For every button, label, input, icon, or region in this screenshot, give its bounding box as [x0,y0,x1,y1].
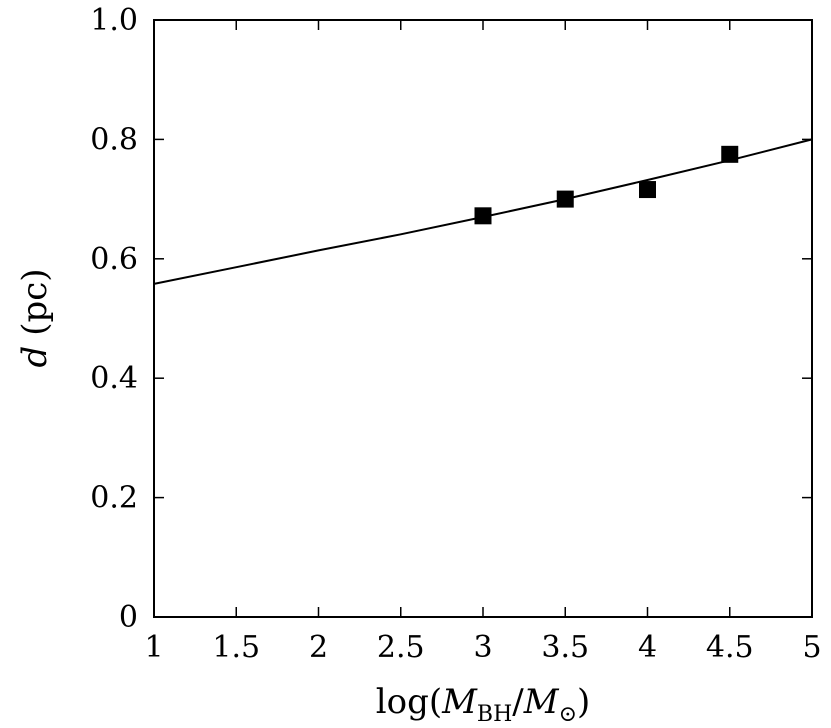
x-tick-label: 5 [802,630,821,665]
y-axis-title-unit: (pc) [15,268,55,335]
y-tick-label: 0.6 [90,242,138,277]
x-tick-label: 1 [144,630,163,665]
tick-labels: 1 1.5 2 2.5 3 3.5 4 4.5 5 0 0.2 0.4 0.6 0.8 1.0 [90,3,821,665]
data-point [721,145,739,163]
x-axis-title-prefix: log( [376,682,442,722]
data-point [556,190,574,208]
y-tick-label: 0.2 [90,481,138,516]
y-tick-label: 1.0 [90,3,138,38]
ticks [153,19,813,618]
y-tick-label: 0 [119,600,138,635]
data-point [639,181,656,199]
x-tick-label: 3 [473,630,492,665]
x-axis-title-suffix: ) [577,682,590,722]
x-axis-title-main: M [441,682,478,722]
y-tick-label: 0.4 [90,361,138,396]
y-axis-title-var: d [15,346,55,368]
data-point [474,207,492,225]
x-axis-title-sub: BH [477,702,512,727]
y-axis-title: d (pc) [15,268,55,367]
x-tick-label: 2.5 [377,630,425,665]
x-axis-title-main2: M [523,682,560,722]
x-axis-title-slash: / [512,682,524,722]
series-layer [153,138,813,285]
x-tick-label: 3.5 [541,630,589,665]
plot-frame [153,19,813,618]
x-tick-label: 4.5 [706,630,754,665]
x-axis-title: log(MBH/M⊙) [376,682,591,727]
x-tick-label: 4 [638,630,657,665]
y-tick-label: 0.8 [90,122,138,157]
x-tick-label: 1.5 [212,630,260,665]
x-tick-label: 2 [309,630,328,665]
x-axis-title-sub2: ⊙ [559,702,577,727]
